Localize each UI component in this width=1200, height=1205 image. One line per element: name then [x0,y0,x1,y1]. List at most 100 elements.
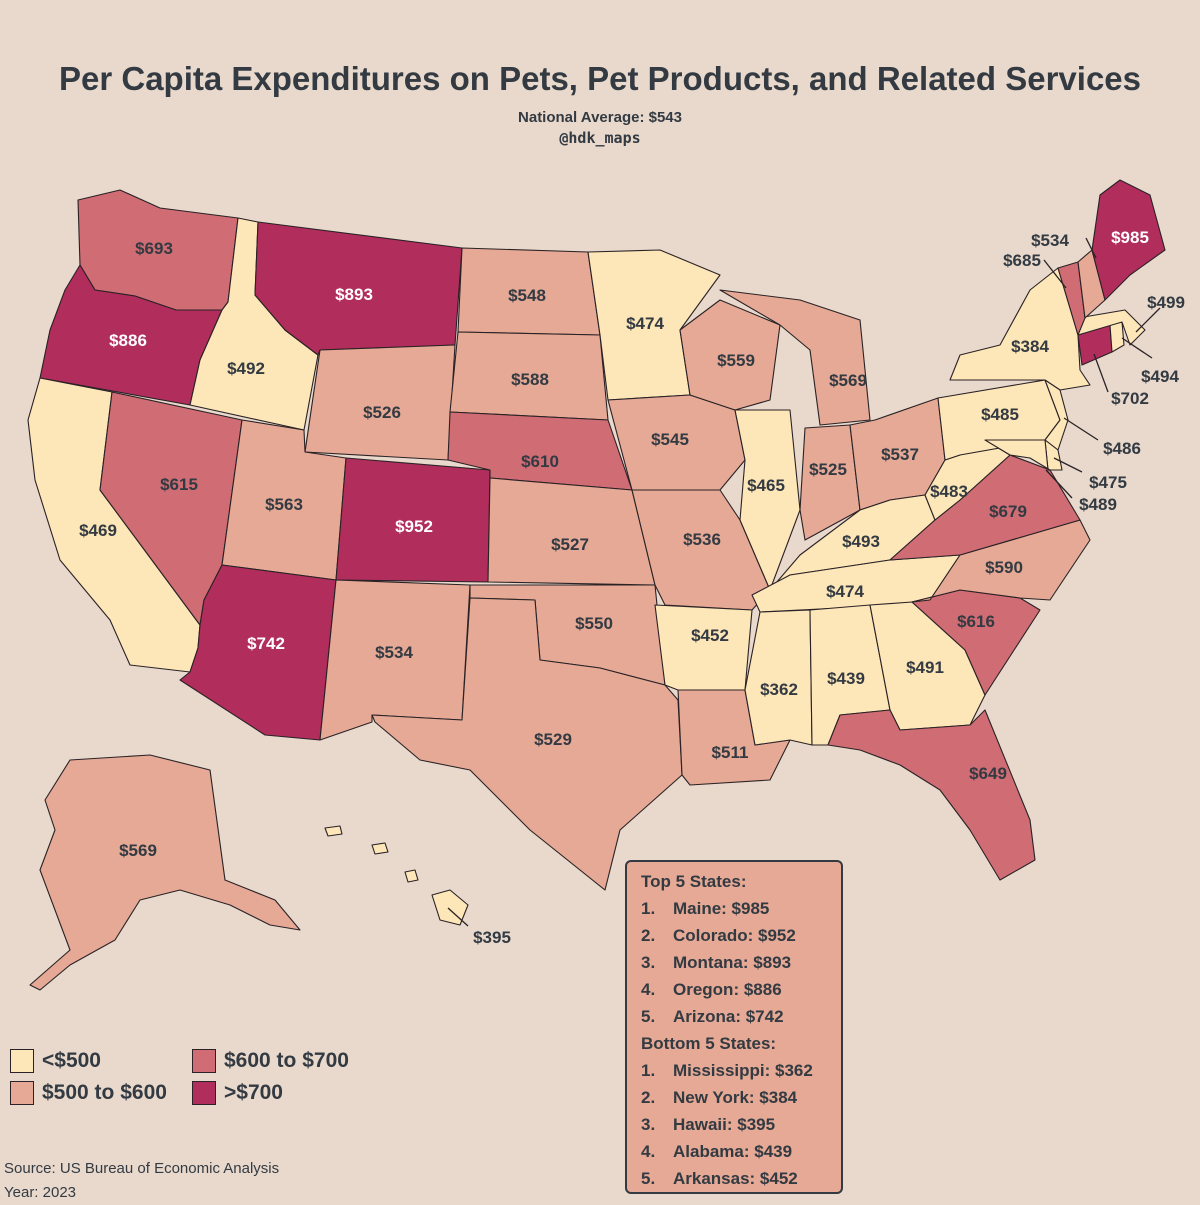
ranking-box: Top 5 States: 1. Maine: $985 2. Colorado: … [625,860,843,1194]
top5-heading: Top 5 States: [641,872,747,891]
label-MD: $489 [1079,495,1117,514]
legend-swatch [192,1081,216,1105]
label-ME: $985 [1111,228,1149,247]
label-ID: $492 [227,359,265,378]
rank-number: 2. [641,926,656,945]
label-MN: $474 [626,314,664,333]
year-text: Year: 2023 [4,1184,77,1201]
label-NH: $534 [1031,231,1069,250]
state-KS[interactable] [487,477,656,586]
legend-label: $500 to $600 [42,1081,167,1104]
legend-item-500to600: $500 to $600 [10,1081,167,1105]
label-MS: $362 [760,680,798,699]
state-FL[interactable] [827,709,1036,881]
label-AZ: $742 [247,634,285,653]
rank-number: 5. [641,1169,656,1188]
top5-row: 5. Arizona: $742 [641,1003,841,1030]
state-HI[interactable] [324,825,469,926]
label-MT: $893 [335,285,373,304]
rank-number: 3. [641,953,656,972]
legend-label: $600 to $700 [224,1049,349,1072]
rank-text: Mississippi: $362 [673,1061,813,1080]
national-average: National Average: $543 [518,109,682,126]
label-CT: $702 [1111,389,1149,408]
rank-number: 2. [641,1088,656,1107]
label-VA: $679 [989,502,1027,521]
label-KS: $527 [551,535,589,554]
rank-text: Arizona: $742 [673,1007,784,1026]
rank-number: 1. [641,1061,656,1080]
state-MD[interactable] [984,439,1063,471]
label-MO: $536 [683,530,721,549]
state-ME[interactable] [1091,179,1166,301]
label-OH: $537 [881,445,919,464]
label-CA: $469 [79,521,117,540]
legend: <$500 $600 to $700 $500 to $600 >$700 [10,1045,390,1115]
source-note: Source: US Bureau of Economic Analysis Y… [4,1157,279,1205]
bottom5-row: 3. Hawaii: $395 [641,1111,841,1138]
label-TN: $474 [826,582,864,601]
label-WY: $526 [363,403,401,422]
top5-row: 4. Oregon: $886 [641,976,841,1003]
label-NM: $534 [375,643,413,662]
label-TX: $529 [534,730,572,749]
state-IN[interactable] [799,424,861,541]
legend-label: <$500 [42,1049,101,1072]
state-AK[interactable] [29,754,301,991]
rank-text: Arkansas: $452 [673,1169,798,1188]
label-CO: $952 [395,517,433,536]
state-AR[interactable] [654,604,753,691]
state-WI[interactable] [679,299,781,411]
label-IN: $525 [809,460,847,479]
rank-text: Oregon: $886 [673,980,782,999]
label-IL: $465 [747,476,785,495]
label-SD: $588 [511,370,549,389]
label-AK: $569 [119,841,157,860]
label-AR: $452 [691,626,729,645]
state-MS[interactable] [744,609,813,746]
label-HI: $395 [473,928,511,947]
author-handle: @hdk_maps [559,129,641,147]
rank-text: Alabama: $439 [673,1142,793,1161]
state-MI[interactable] [719,289,871,426]
bottom5-row: 2. New York: $384 [641,1084,841,1111]
label-SC: $616 [957,612,995,631]
label-WA: $693 [135,239,173,258]
label-UT: $563 [265,495,303,514]
state-RI[interactable] [1109,321,1125,353]
top5-row: 1. Maine: $985 [641,895,841,922]
legend-swatch [192,1049,216,1073]
label-IA: $545 [651,430,689,449]
legend-item-gt700: >$700 [192,1081,283,1105]
bottom5-row: 4. Alabama: $439 [641,1138,841,1165]
rank-text: Colorado: $952 [673,926,796,945]
legend-label: >$700 [224,1081,283,1104]
label-WI: $559 [717,351,755,370]
label-RI: $494 [1141,367,1179,386]
rank-number: 4. [641,1142,656,1161]
rank-text: Montana: $893 [673,953,792,972]
legend-swatch [10,1081,34,1105]
rank-text: Hawaii: $395 [673,1115,776,1134]
rank-number: 3. [641,1115,656,1134]
source-text: Source: US Bureau of Economic Analysis [4,1160,280,1177]
label-NJ: $486 [1103,439,1141,458]
rank-text: New York: $384 [673,1088,798,1107]
bottom5-row: 5. Arkansas: $452 [641,1165,841,1192]
label-GA: $491 [906,658,944,677]
label-FL: $649 [969,764,1007,783]
legend-swatch [10,1049,34,1073]
label-NC: $590 [985,558,1023,577]
bottom5-heading: Bottom 5 States: [641,1034,777,1053]
label-AL: $439 [827,669,865,688]
label-ND: $548 [508,286,546,305]
label-LA: $511 [712,743,749,762]
label-OK: $550 [575,614,613,633]
label-NY: $384 [1011,337,1049,356]
label-OR: $886 [109,331,147,350]
label-MI: $569 [829,371,867,390]
top5-row: 3. Montana: $893 [641,949,841,976]
rank-number: 5. [641,1007,656,1026]
state-TX[interactable] [371,597,683,891]
rank-number: 4. [641,980,656,999]
